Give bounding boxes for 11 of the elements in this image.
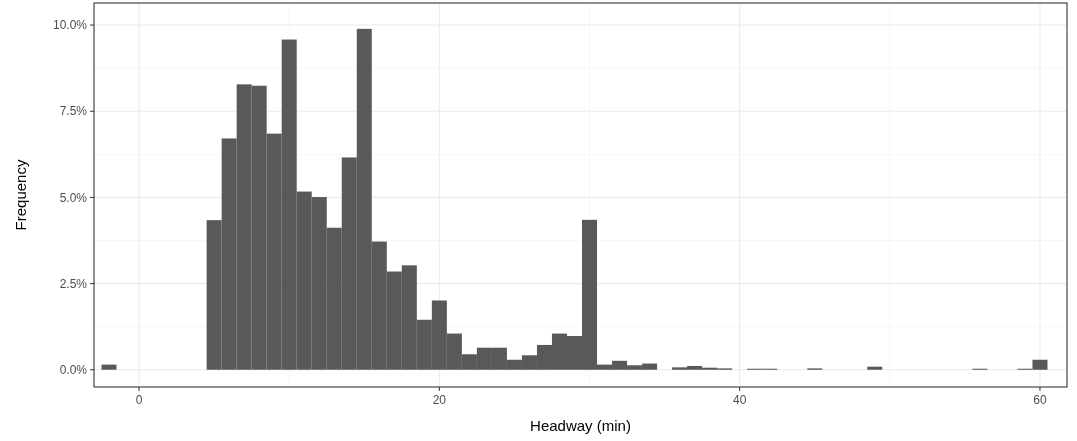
y-tick-label: 5.0% <box>59 190 88 205</box>
x-tick-label: 20 <box>432 393 447 407</box>
x-axis-title: Headway (min) <box>530 417 631 434</box>
x-tick-label: 40 <box>732 393 747 407</box>
y-axis-title: Frequency <box>12 159 29 231</box>
x-tick-label: 0 <box>135 393 143 407</box>
y-tick-label: 2.5% <box>59 276 88 291</box>
y-tick-label: 0.0% <box>59 362 88 377</box>
x-tick-label: 60 <box>1033 393 1047 407</box>
y-tick-label: 7.5% <box>59 104 88 119</box>
y-tick-label: 10.0% <box>52 18 88 33</box>
